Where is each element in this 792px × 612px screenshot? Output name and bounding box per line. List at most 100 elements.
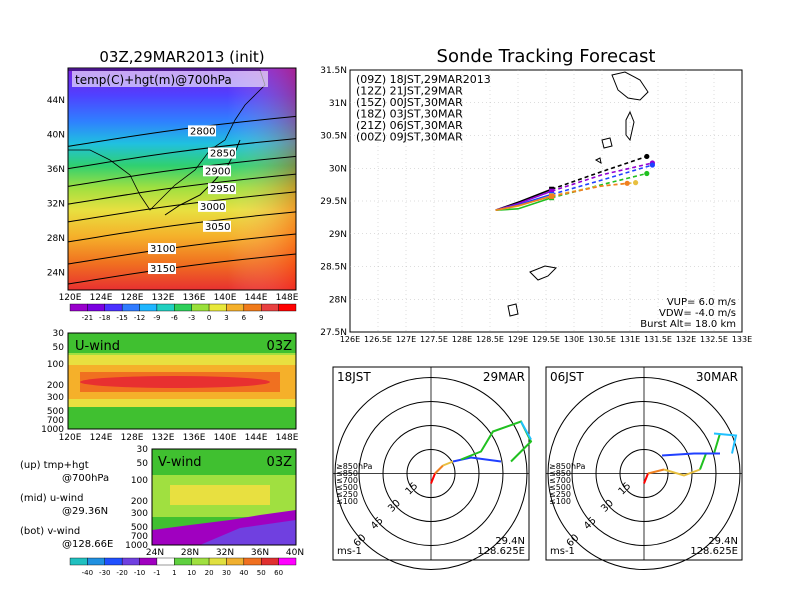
wind-colorbar-swatch [191, 557, 210, 566]
hodograph-level-label: ≤500 [336, 483, 358, 492]
map-lon-tick: 144E [245, 293, 268, 303]
vwind-p-tick: 500 [131, 523, 148, 533]
uwind-band-lower [68, 407, 296, 429]
track-dashed [551, 162, 653, 192]
contour-label-bg [198, 200, 226, 212]
temp-colorbar: -21 -18 -15 -12 -9 -6 -3 0 3 6 9 [69, 303, 297, 322]
uwind-lon-tick: 144E [245, 433, 268, 443]
hodograph-date: 29MAR [483, 370, 525, 384]
uwind-jet-core [80, 376, 270, 388]
wind-colorbar-label: 20 [205, 569, 214, 577]
track-legend-entry: (12Z) 21JST,29MAR [356, 85, 463, 98]
track-lon-tick: 131.5E [644, 335, 672, 344]
left-legend-sub: @29.36N [62, 506, 108, 517]
hodograph-level-label: ≥850hPa [336, 462, 373, 471]
hodograph-units: ms-1 [337, 546, 362, 557]
hodograph-trace [647, 468, 665, 475]
vwind-label: V-wind [158, 455, 202, 470]
map-lat-ticks: 44N 40N 36N 32N 28N 24N [47, 96, 65, 279]
track-param: Burst Alt= 18.0 km [640, 319, 736, 330]
left-legend-line: (mid) u-wind [20, 493, 83, 504]
temp-colorbar-label: -18 [99, 314, 110, 322]
contour-label: 3050 [205, 222, 230, 233]
temp-colorbar-label: 3 [224, 314, 228, 322]
height-contours: 2800 2850 2900 2950 3000 3050 3100 3150 [67, 115, 297, 285]
temp-colorbar-label: -9 [153, 314, 160, 322]
contour-label: 3100 [150, 244, 175, 255]
uwind-p-tick: 100 [47, 360, 64, 370]
wind-colorbar-label: 30 [222, 569, 231, 577]
vwind-p-tick: 200 [131, 497, 148, 507]
temp-colorbar-swatch [243, 303, 262, 312]
wind-colorbar-label: 50 [257, 569, 266, 577]
island-tokara [594, 157, 602, 165]
map-lon-tick: 136E [183, 293, 206, 303]
uwind-time: 03Z [267, 339, 293, 354]
contour-label-bg [188, 125, 216, 137]
hodograph-trace [430, 473, 436, 484]
uwind-p-tick: 300 [47, 393, 64, 403]
map-lat-tick: 32N [47, 200, 65, 210]
hodograph-trace [643, 473, 649, 484]
temp-colorbar-swatch [226, 303, 245, 312]
landing-marker [644, 153, 650, 160]
uwind-p-tick: 700 [47, 416, 64, 426]
track-lat-tick: 31N [329, 99, 347, 109]
island-yakushima [601, 137, 613, 149]
hodograph-level-label: ≤700 [549, 476, 571, 485]
temp-colorbar-swatch [174, 303, 192, 312]
wind-colorbar-swatch [139, 557, 158, 566]
hodograph-level-label: ≤100 [336, 497, 358, 506]
temp-colorbar-label: -3 [188, 314, 195, 322]
island-tanegashima [625, 110, 635, 142]
track-legend-entry: (09Z) 18JST,29MAR2013 [356, 73, 491, 86]
vwind-p-tick: 100 [131, 476, 148, 486]
burst-marker [549, 188, 555, 194]
temp-colorbar-swatch [191, 303, 210, 312]
temp-map-frame [67, 67, 297, 291]
wind-colorbar-swatch [261, 557, 279, 566]
map-lon-tick: 128E [121, 293, 144, 303]
hodograph-trace [442, 460, 454, 467]
uwind-p-tick: 50 [53, 343, 65, 353]
hodograph-trace [452, 456, 502, 463]
hodograph-level-label: ≤700 [336, 476, 358, 485]
track-lon-tick: 130E [564, 335, 584, 344]
track-lon-tick: 127.5E [420, 335, 448, 344]
uwind-p-tick: 200 [47, 381, 64, 391]
hodograph-level-label: ≤250 [336, 490, 358, 499]
left-legend-line: (bot) v-wind [20, 526, 80, 537]
contour-label-bg [203, 220, 231, 232]
track-lon-tick: 128E [452, 335, 472, 344]
left-legend-line: (up) tmp+hgt [20, 460, 89, 471]
vwind-p-tick: 300 [131, 509, 148, 519]
map-lat-tick: 24N [47, 269, 65, 279]
island-amami [529, 265, 558, 281]
track-lat-ticks: 31.5N 31N 30.5N 30N 29.5N 29N 28.5N 28N 27.5N [320, 66, 347, 338]
landing-marker [624, 180, 630, 186]
contour-label: 3000 [200, 202, 225, 213]
map-lon-ticks: 120E 124E 128E 132E 136E 140E 144E 148E [59, 293, 299, 303]
track-lat-tick: 30.5N [320, 132, 347, 142]
map-lat-tick: 44N [47, 96, 65, 106]
wind-colorbar-label: -20 [116, 569, 127, 577]
temp-colorbar-swatch [139, 303, 158, 312]
track-lat-tick: 27.5N [320, 328, 347, 338]
wind-colorbar-swatch [208, 557, 227, 566]
vwind-band-mid [170, 485, 270, 505]
track-lat-tick: 31.5N [320, 66, 347, 76]
wind-colorbar-label: 60 [274, 569, 283, 577]
vwind-lat-ticks: 24N 28N 32N 36N 40N [146, 548, 304, 558]
uwind-lon-tick: 148E [276, 433, 299, 443]
track-lat-tick: 30N [329, 164, 347, 174]
hodograph-trace [434, 464, 444, 475]
track-lon-tick: 126.5E [364, 335, 392, 344]
temp-colorbar-swatch [208, 303, 227, 312]
contour-line [67, 173, 297, 205]
track-param: VDW= -4.0 m/s [659, 308, 736, 319]
hodograph-level-label: ≤850 [549, 469, 571, 478]
vwind-p-tick: 1000 [125, 541, 148, 551]
map-lon-tick: 120E [59, 293, 82, 303]
